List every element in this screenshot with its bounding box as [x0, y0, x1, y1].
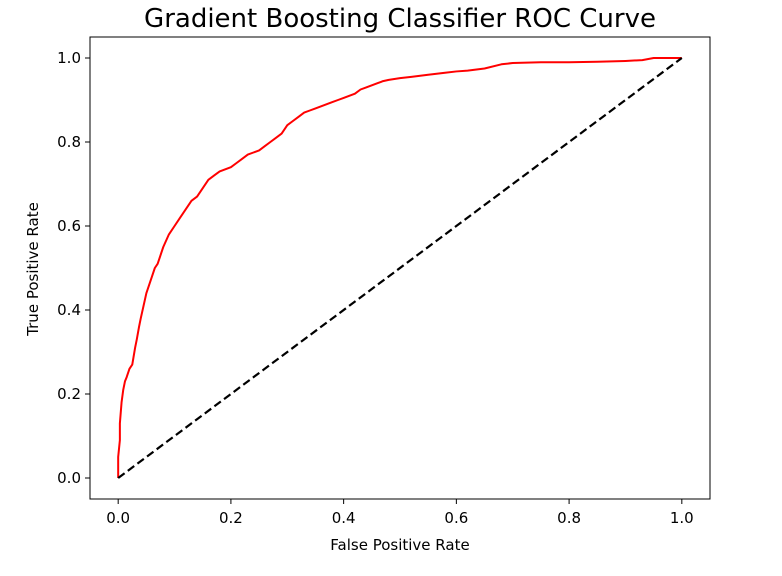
- chart-title: Gradient Boosting Classifier ROC Curve: [144, 4, 656, 34]
- y-tick-label: 0.6: [57, 217, 81, 235]
- y-tick-label: 0.8: [57, 133, 81, 151]
- y-tick-label: 0.0: [57, 469, 81, 487]
- axes-frame: [89, 36, 711, 500]
- y-tick-label: 1.0: [57, 49, 81, 67]
- chance-diagonal-line: [117, 57, 683, 479]
- y-axis-label: True Positive Rate: [24, 202, 42, 337]
- x-tick-label: 1.0: [670, 509, 694, 527]
- plot-area: 0.0 0.2 0.4 0.6 0.8 1.0 0.0 0.2 0.4 0.6 0.8 1.0: [57, 36, 711, 527]
- x-axis-label: False Positive Rate: [330, 536, 469, 554]
- x-tick-label: 0.4: [332, 509, 356, 527]
- x-tick-label: 0.2: [219, 509, 243, 527]
- x-tick-label: 0.8: [557, 509, 581, 527]
- y-tick-label: 0.4: [57, 301, 81, 319]
- y-tick-label: 0.2: [57, 385, 81, 403]
- roc-curve-line: [117, 57, 682, 478]
- x-tick-label: 0.6: [444, 509, 468, 527]
- x-tick-label: 0.0: [106, 509, 130, 527]
